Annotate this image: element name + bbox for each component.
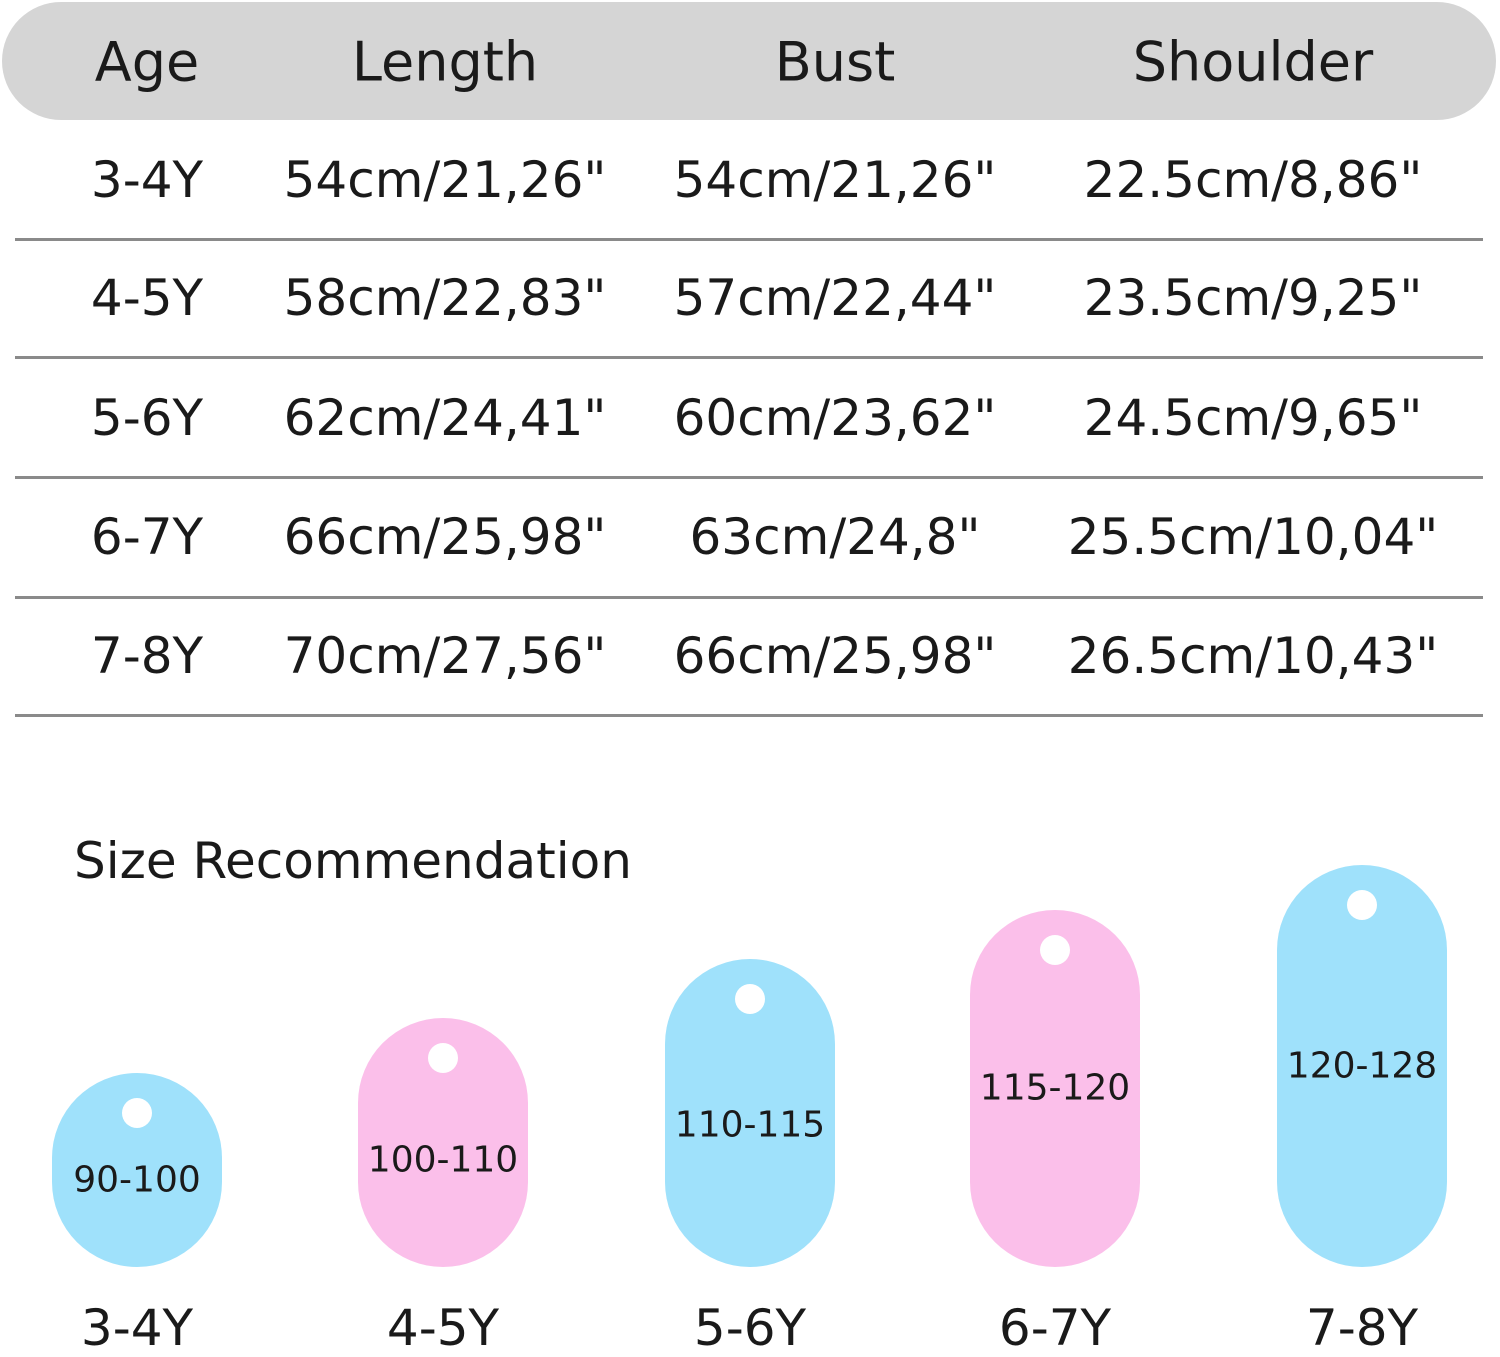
tag-age-label: 3-4Y	[80, 1299, 194, 1357]
size-tag: 120-128	[1277, 865, 1447, 1267]
table-cell: 57cm/22,44"	[673, 269, 997, 327]
column-header: Length	[351, 30, 539, 94]
height-range: 110-115	[674, 1104, 826, 1146]
column-header: Age	[94, 30, 200, 94]
table-cell: 63cm/24,8"	[689, 508, 981, 566]
size-tag: 90-100	[52, 1073, 222, 1267]
table-cell: 7-8Y	[90, 627, 204, 685]
size-tag: 100-110	[358, 1018, 528, 1267]
row-divider	[15, 238, 1483, 241]
height-range: 100-110	[367, 1139, 519, 1181]
section-title: Size Recommendation	[74, 832, 632, 890]
row-divider	[15, 596, 1483, 599]
table-cell: 3-4Y	[90, 151, 204, 209]
table-cell: 60cm/23,62"	[673, 389, 997, 447]
table-cell: 26.5cm/10,43"	[1067, 627, 1439, 685]
row-divider	[15, 714, 1483, 717]
table-cell: 66cm/25,98"	[283, 508, 607, 566]
table-cell: 54cm/21,26"	[283, 151, 607, 209]
column-header: Shoulder	[1132, 30, 1374, 94]
table-cell: 70cm/27,56"	[283, 627, 607, 685]
tag-age-label: 7-8Y	[1305, 1299, 1419, 1357]
table-cell: 22.5cm/8,86"	[1083, 151, 1423, 209]
table-header	[2, 2, 1496, 120]
table-cell: 24.5cm/9,65"	[1083, 389, 1423, 447]
column-header: Bust	[774, 30, 896, 94]
tag-hole-icon	[428, 1043, 458, 1073]
table-cell: 25.5cm/10,04"	[1067, 508, 1439, 566]
tag-hole-icon	[1347, 890, 1377, 920]
tag-hole-icon	[735, 984, 765, 1014]
row-divider	[15, 356, 1483, 359]
tag-age-label: 5-6Y	[693, 1299, 807, 1357]
size-tag: 115-120	[970, 910, 1140, 1267]
tag-hole-icon	[1040, 935, 1070, 965]
height-range: 115-120	[979, 1067, 1131, 1109]
table-cell: 4-5Y	[90, 269, 204, 327]
table-cell: 62cm/24,41"	[283, 389, 607, 447]
table-cell: 5-6Y	[90, 389, 204, 447]
table-cell: 6-7Y	[90, 508, 204, 566]
tag-age-label: 6-7Y	[998, 1299, 1112, 1357]
tag-hole-icon	[122, 1098, 152, 1128]
row-divider	[15, 476, 1483, 479]
height-range: 90-100	[73, 1159, 201, 1201]
size-tag: 110-115	[665, 959, 835, 1267]
height-range: 120-128	[1286, 1045, 1438, 1087]
tag-age-label: 4-5Y	[386, 1299, 500, 1357]
table-cell: 66cm/25,98"	[673, 627, 997, 685]
table-cell: 58cm/22,83"	[283, 269, 607, 327]
table-cell: 23.5cm/9,25"	[1083, 269, 1423, 327]
table-cell: 54cm/21,26"	[673, 151, 997, 209]
